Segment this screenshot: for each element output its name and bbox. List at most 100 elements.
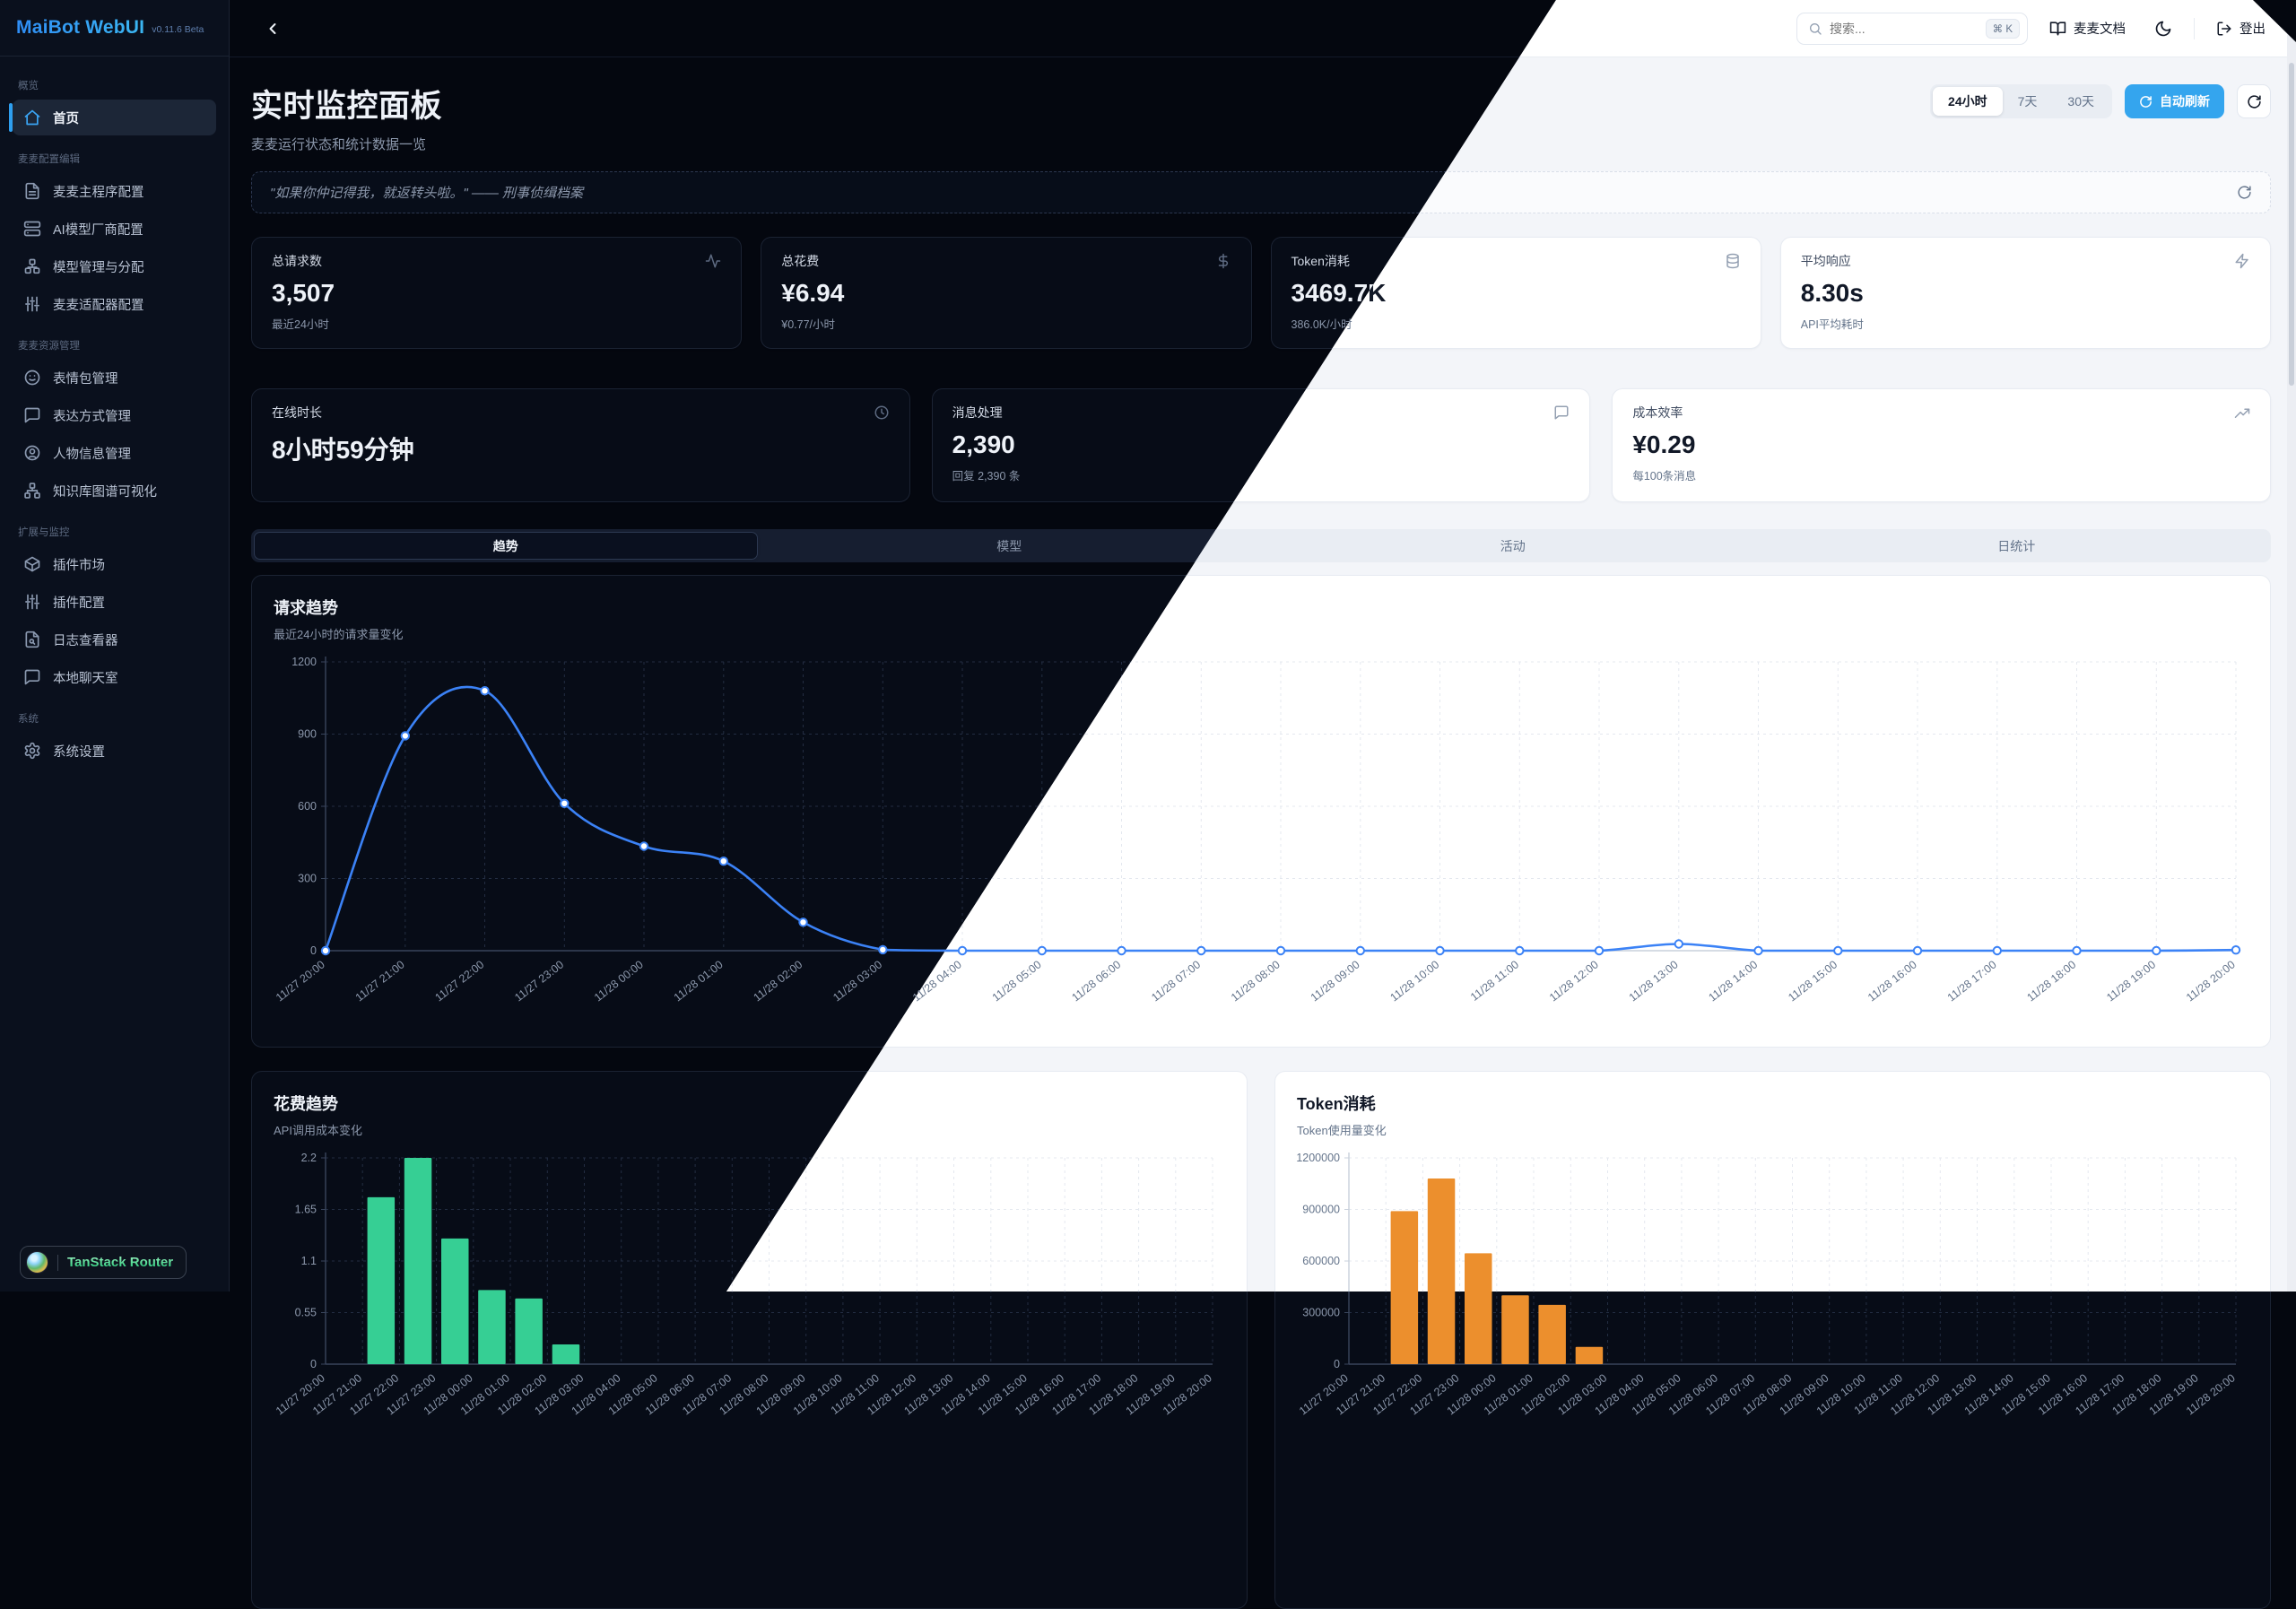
activity-icon <box>705 253 721 269</box>
logout-button[interactable]: 登出 <box>2209 13 2273 43</box>
stat-label: 消息处理 <box>952 405 1003 420</box>
sidebar-item-label: 知识库图谱可视化 <box>53 484 157 500</box>
scrollbar-thumb[interactable] <box>2289 63 2294 386</box>
svg-text:1200000: 1200000 <box>1297 1152 1340 1164</box>
range-7d-button[interactable]: 7天 <box>2003 87 2053 116</box>
nav-section-overview: 概览 <box>18 81 39 91</box>
range-24h-button[interactable]: 24小时 <box>1933 87 2003 116</box>
logout-label: 登出 <box>2239 22 2266 37</box>
sliders-icon <box>23 295 41 313</box>
sidebar-item-label: 模型管理与分配 <box>53 260 144 275</box>
clock-icon <box>874 404 890 421</box>
sidebar-item-emoji-manage[interactable]: 表情包管理 <box>13 360 216 396</box>
svg-text:300000: 300000 <box>1302 1307 1340 1319</box>
badge-divider <box>57 1254 58 1271</box>
message-square-icon <box>23 668 41 686</box>
manual-refresh-button[interactable] <box>2237 84 2271 118</box>
stat-sub <box>272 474 890 485</box>
docs-button[interactable]: 麦麦文档 <box>2042 13 2133 43</box>
svg-text:11/28 15:00: 11/28 15:00 <box>1786 958 1839 1004</box>
svg-text:0: 0 <box>310 944 317 957</box>
user-circle-icon <box>23 444 41 462</box>
sidebar-item-model-manage[interactable]: 模型管理与分配 <box>13 248 216 284</box>
tanstack-router-badge[interactable]: TanStack Router <box>20 1246 187 1279</box>
sidebar-item-main-config[interactable]: 麦麦主程序配置 <box>13 173 216 209</box>
svg-text:11/28 13:00: 11/28 13:00 <box>1627 958 1681 1004</box>
sidebar-item-label: AI模型厂商配置 <box>53 222 144 238</box>
sidebar-item-plugin-config[interactable]: 插件配置 <box>13 584 216 620</box>
stat-sub: 386.0K/小时 <box>1292 315 1741 332</box>
tab-daily-stats[interactable]: 日统计 <box>1765 532 2269 560</box>
stat-value: 8小时59分钟 <box>272 436 414 464</box>
back-button[interactable] <box>258 14 287 43</box>
tab-activity[interactable]: 活动 <box>1261 532 1765 560</box>
svg-text:600: 600 <box>298 800 317 813</box>
chart-title: 花费趋势 <box>274 1095 338 1113</box>
file-search-icon <box>23 631 41 648</box>
sidebar-item-home[interactable]: 首页 <box>9 100 216 135</box>
auto-refresh-label: 自动刷新 <box>2160 94 2210 109</box>
svg-text:0: 0 <box>1334 1358 1340 1370</box>
svg-text:11/28 10:00: 11/28 10:00 <box>1387 958 1441 1004</box>
quote-text: "如果你仲记得我，就返转头啦。" —— 刑事侦缉档案 <box>270 186 583 201</box>
svg-text:11/28 12:00: 11/28 12:00 <box>1547 958 1601 1004</box>
stat-value: 2,390 <box>952 431 1015 458</box>
scrollbar[interactable] <box>2287 0 2296 1292</box>
theme-toggle-button[interactable] <box>2147 14 2179 43</box>
server-icon <box>23 220 41 238</box>
svg-text:11/28 00:00: 11/28 00:00 <box>592 958 646 1004</box>
svg-text:11/28 16:00: 11/28 16:00 <box>1866 958 1919 1004</box>
title-row: 实时监控面板 麦麦运行状态和统计数据一览 24小时 7天 30天 自动刷新 <box>726 81 2271 153</box>
search-icon <box>1808 22 1822 36</box>
svg-text:11/28 07:00: 11/28 07:00 <box>1149 958 1203 1004</box>
range-30d-button[interactable]: 30天 <box>2052 87 2109 116</box>
sidebar-item-person-info[interactable]: 人物信息管理 <box>13 435 216 471</box>
svg-text:2.2: 2.2 <box>301 1152 317 1164</box>
search-shortcut-badge: ⌘ K <box>1985 18 2020 39</box>
nav-section-system: 系统 <box>18 714 39 725</box>
sidebar-item-label: 日志查看器 <box>53 633 118 648</box>
stat-label: 总花费 <box>781 254 820 268</box>
svg-text:11/28 08:00: 11/28 08:00 <box>1229 958 1283 1004</box>
sidebar-item-local-chat[interactable]: 本地聊天室 <box>13 659 216 695</box>
app-version: v0.11.6 Beta <box>152 24 204 35</box>
logout-icon <box>2216 21 2232 37</box>
stat-sub: 386.0K/小时 <box>1291 318 1352 331</box>
auto-refresh-button[interactable]: 自动刷新 <box>2125 84 2224 118</box>
search-input[interactable] <box>1830 21 1979 36</box>
search-box[interactable]: ⌘ K <box>1796 12 2028 45</box>
svg-text:900000: 900000 <box>1302 1204 1340 1216</box>
app-logo-row: MaiBot WebUI v0.11.6 Beta <box>0 0 229 57</box>
sidebar-item-log-viewer[interactable]: 日志查看器 <box>13 622 216 657</box>
sidebar-item-label: 首页 <box>53 111 79 126</box>
stat-value: ¥6.94 <box>781 279 845 307</box>
stat-card-cost-efficiency: 成本效率 ¥0.29 每100条消息 <box>1612 388 2271 502</box>
token-usage-chart: 0300000600000900000120000011/27 20:0011/… <box>1297 1149 2248 1292</box>
quote-refresh-button[interactable] <box>2237 185 2252 200</box>
stat-card-online-time: 在线时长 8小时59分钟 <box>251 388 910 502</box>
sidebar-item-plugin-market[interactable]: 插件市场 <box>13 546 216 582</box>
stat-sub: 回复 2,390 条 <box>952 470 1021 483</box>
smile-icon <box>23 369 41 387</box>
sidebar-item-system-settings[interactable]: 系统设置 <box>13 733 216 769</box>
sidebar-item-adapter-config[interactable]: 麦麦适配器配置 <box>13 286 216 322</box>
gear-icon <box>23 742 41 760</box>
file-text-icon <box>23 182 41 200</box>
sidebar-item-expression-manage[interactable]: 表达方式管理 <box>13 397 216 433</box>
svg-text:11/28 11:00: 11/28 11:00 <box>1468 958 1521 1004</box>
boxes-icon <box>23 257 41 275</box>
sidebar-item-ai-provider[interactable]: AI模型厂商配置 <box>13 211 216 247</box>
tab-trends[interactable]: 趋势 <box>254 532 758 560</box>
message-square-icon <box>23 406 41 424</box>
sidebar-item-label: 表情包管理 <box>53 371 118 387</box>
sidebar-nav: 概览 首页 麦麦配置编辑 麦麦主程序配置 AI模型厂商配置 模型管理与分配 麦麦… <box>0 57 229 1292</box>
stat-card-avg-response: 平均响应 8.30s API平均耗时 <box>1779 237 2271 349</box>
tab-models[interactable]: 模型 <box>758 532 1262 560</box>
chart-title: Token消耗 <box>1297 1095 1376 1113</box>
sliders-icon <box>23 593 41 611</box>
stat-sub: ¥0.77/小时 <box>781 318 836 331</box>
svg-text:11/28 18:00: 11/28 18:00 <box>2024 958 2078 1004</box>
sidebar-item-knowledge-graph[interactable]: 知识库图谱可视化 <box>13 473 216 509</box>
svg-text:11/27 21:00: 11/27 21:00 <box>353 958 407 1004</box>
chart-subtitle: 最近24小时的请求量变化 <box>274 628 404 641</box>
